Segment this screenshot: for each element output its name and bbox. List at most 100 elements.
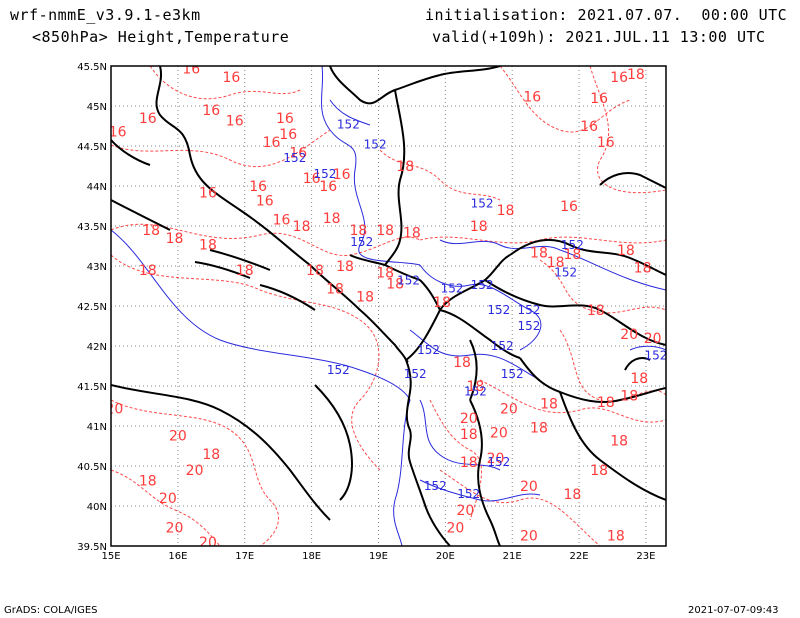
height-contour-label: 152 bbox=[464, 385, 487, 399]
temperature-contour-label: 16 bbox=[279, 127, 297, 143]
height-contour-label: 152 bbox=[364, 137, 387, 151]
lon-tick-label: 15E bbox=[101, 551, 120, 562]
temperature-contour-label: 20 bbox=[490, 425, 508, 441]
height-contour-label: 152 bbox=[424, 479, 447, 493]
height-contour-label: 152 bbox=[471, 278, 494, 292]
model-title: wrf-nmmE_v3.9.1-e3km bbox=[10, 6, 201, 24]
lat-tick-label: 40N bbox=[87, 502, 107, 513]
height-contour-label: 152 bbox=[314, 167, 337, 181]
temperature-contour-label: 16 bbox=[319, 179, 337, 195]
init-time: initialisation: 2021.07.07. 00:00 UTC bbox=[425, 6, 788, 24]
temperature-contour-label: 20 bbox=[169, 429, 187, 445]
temperature-contour-label: 18 bbox=[590, 463, 608, 479]
height-contour-label: 152 bbox=[487, 455, 510, 469]
temperature-contour-label: 18 bbox=[630, 371, 648, 387]
temperature-contour-label: 18 bbox=[530, 245, 548, 261]
graticule bbox=[111, 66, 666, 546]
temperature-contour-label: 18 bbox=[306, 263, 324, 279]
temperature-contour-label: 18 bbox=[460, 427, 478, 443]
temperature-contour-label: 18 bbox=[349, 223, 367, 239]
temperature-contour-label: 20 bbox=[487, 451, 505, 467]
lat-tick-label: 42.5N bbox=[77, 302, 107, 313]
lon-tick-label: 23E bbox=[636, 551, 655, 562]
temperature-contour-label: 18 bbox=[610, 433, 628, 449]
footer-credit: GrADS: COLA/IGES bbox=[4, 605, 98, 616]
height-contour-label: 152 bbox=[561, 238, 584, 252]
temperature-contour-label: 18 bbox=[336, 259, 354, 275]
axis-labels: 15E 16E 17E 18E 19E 20E 21E 22E 23E 45.5N 45N 44.5N… bbox=[77, 62, 655, 562]
temperature-contour-label: 20 bbox=[166, 521, 184, 537]
temperature-contour-label: 18 bbox=[139, 473, 157, 489]
temperature-contour-label: 16 bbox=[333, 167, 351, 183]
temperature-contour-label: 16 bbox=[590, 91, 608, 107]
temperature-contour-label: 18 bbox=[634, 261, 652, 277]
temperature-contour-label: 16 bbox=[273, 213, 291, 229]
temperature-contour-label: 18 bbox=[547, 255, 565, 271]
height-contour-label: 152 bbox=[337, 117, 360, 131]
temperature-contour-label: 16 bbox=[303, 171, 321, 187]
temperature-contour-label: 18 bbox=[403, 225, 421, 241]
temperature-contour-label: 18 bbox=[433, 295, 451, 311]
lat-tick-label: 40.5N bbox=[77, 462, 107, 473]
temperature-contour-label: 20 bbox=[456, 503, 474, 519]
temperature-contour-label: 16 bbox=[597, 135, 615, 151]
temperature-contour-label: 18 bbox=[597, 395, 615, 411]
lat-tick-label: 44N bbox=[87, 182, 107, 193]
temperature-contour-label: 16 bbox=[222, 70, 240, 86]
temperature-contour-label: 18 bbox=[326, 281, 344, 297]
temperature-contour-label: 16 bbox=[256, 193, 274, 209]
temperature-contour-label: 16 bbox=[580, 119, 598, 135]
temperature-contour-label: 16 bbox=[276, 111, 294, 127]
lon-tick-label: 20E bbox=[436, 551, 455, 562]
temperature-contour-label: 18 bbox=[199, 237, 217, 253]
lat-tick-label: 43.5N bbox=[77, 222, 107, 233]
temperature-contour-label: 18 bbox=[376, 265, 394, 281]
lat-tick-label: 41.5N bbox=[77, 382, 107, 393]
height-contour-label: 152 bbox=[404, 367, 427, 381]
temperature-contour-label: 20 bbox=[186, 463, 204, 479]
temperature-contour-label: 18 bbox=[356, 289, 374, 305]
temperature-contour-label: 16 bbox=[109, 125, 127, 141]
lat-tick-label: 45.5N bbox=[77, 62, 107, 73]
temperature-contour-label: 20 bbox=[644, 331, 662, 347]
temperature-contour-label: 16 bbox=[249, 179, 267, 195]
temperature-contour-label: 18 bbox=[627, 67, 645, 83]
height-contour-label: 152 bbox=[491, 339, 514, 353]
temperature-contour-label: 20 bbox=[500, 401, 518, 417]
height-contour-label: 152 bbox=[501, 367, 524, 381]
lon-tick-label: 22E bbox=[570, 551, 589, 562]
temperature-contour-label: 18 bbox=[453, 355, 471, 371]
temperature-contour-label: 18 bbox=[530, 421, 548, 437]
temperature-contour-label: 20 bbox=[446, 521, 464, 537]
lon-tick-label: 16E bbox=[168, 551, 187, 562]
temperature-contour-label: 16 bbox=[263, 135, 281, 151]
product-title: <850hPa> Height,Temperature bbox=[32, 28, 290, 46]
temperature-contour-label: 20 bbox=[520, 529, 538, 545]
height-contour-label: 152 bbox=[645, 349, 668, 363]
temperature-contour-label: 20 bbox=[199, 535, 217, 551]
temperature-contour-label: 18 bbox=[293, 219, 311, 235]
temperature-contour-label: 18 bbox=[166, 231, 184, 247]
temperature-contour-label: 18 bbox=[563, 247, 581, 263]
temperature-contour-label: 20 bbox=[460, 411, 478, 427]
height-contour-label: 152 bbox=[350, 235, 373, 249]
temperature-contour-label: 16 bbox=[182, 61, 200, 77]
valid-time: valid(+109h): 2021.JUL.11 13:00 UTC bbox=[432, 28, 766, 46]
height-contour-label: 152 bbox=[457, 487, 480, 501]
lat-tick-label: 39.5N bbox=[77, 542, 107, 553]
temperature-contour-label: 20 bbox=[105, 401, 123, 417]
lat-tick-label: 44.5N bbox=[77, 142, 107, 153]
temperature-contour-label: 18 bbox=[607, 529, 625, 545]
temperature-contour-label: 18 bbox=[470, 219, 488, 235]
temperature-contour-label: 18 bbox=[617, 243, 635, 259]
temperature-contour-label: 18 bbox=[323, 211, 341, 227]
coastlines-borders bbox=[111, 66, 666, 546]
lon-tick-label: 17E bbox=[235, 551, 254, 562]
temperature-contour-label: 18 bbox=[396, 159, 414, 175]
lat-tick-label: 43N bbox=[87, 262, 107, 273]
temperature-contour-label: 20 bbox=[159, 491, 177, 507]
height-contour-label: 152 bbox=[441, 281, 464, 295]
height-contour-label: 152 bbox=[517, 303, 540, 317]
lat-tick-label: 42N bbox=[87, 342, 107, 353]
